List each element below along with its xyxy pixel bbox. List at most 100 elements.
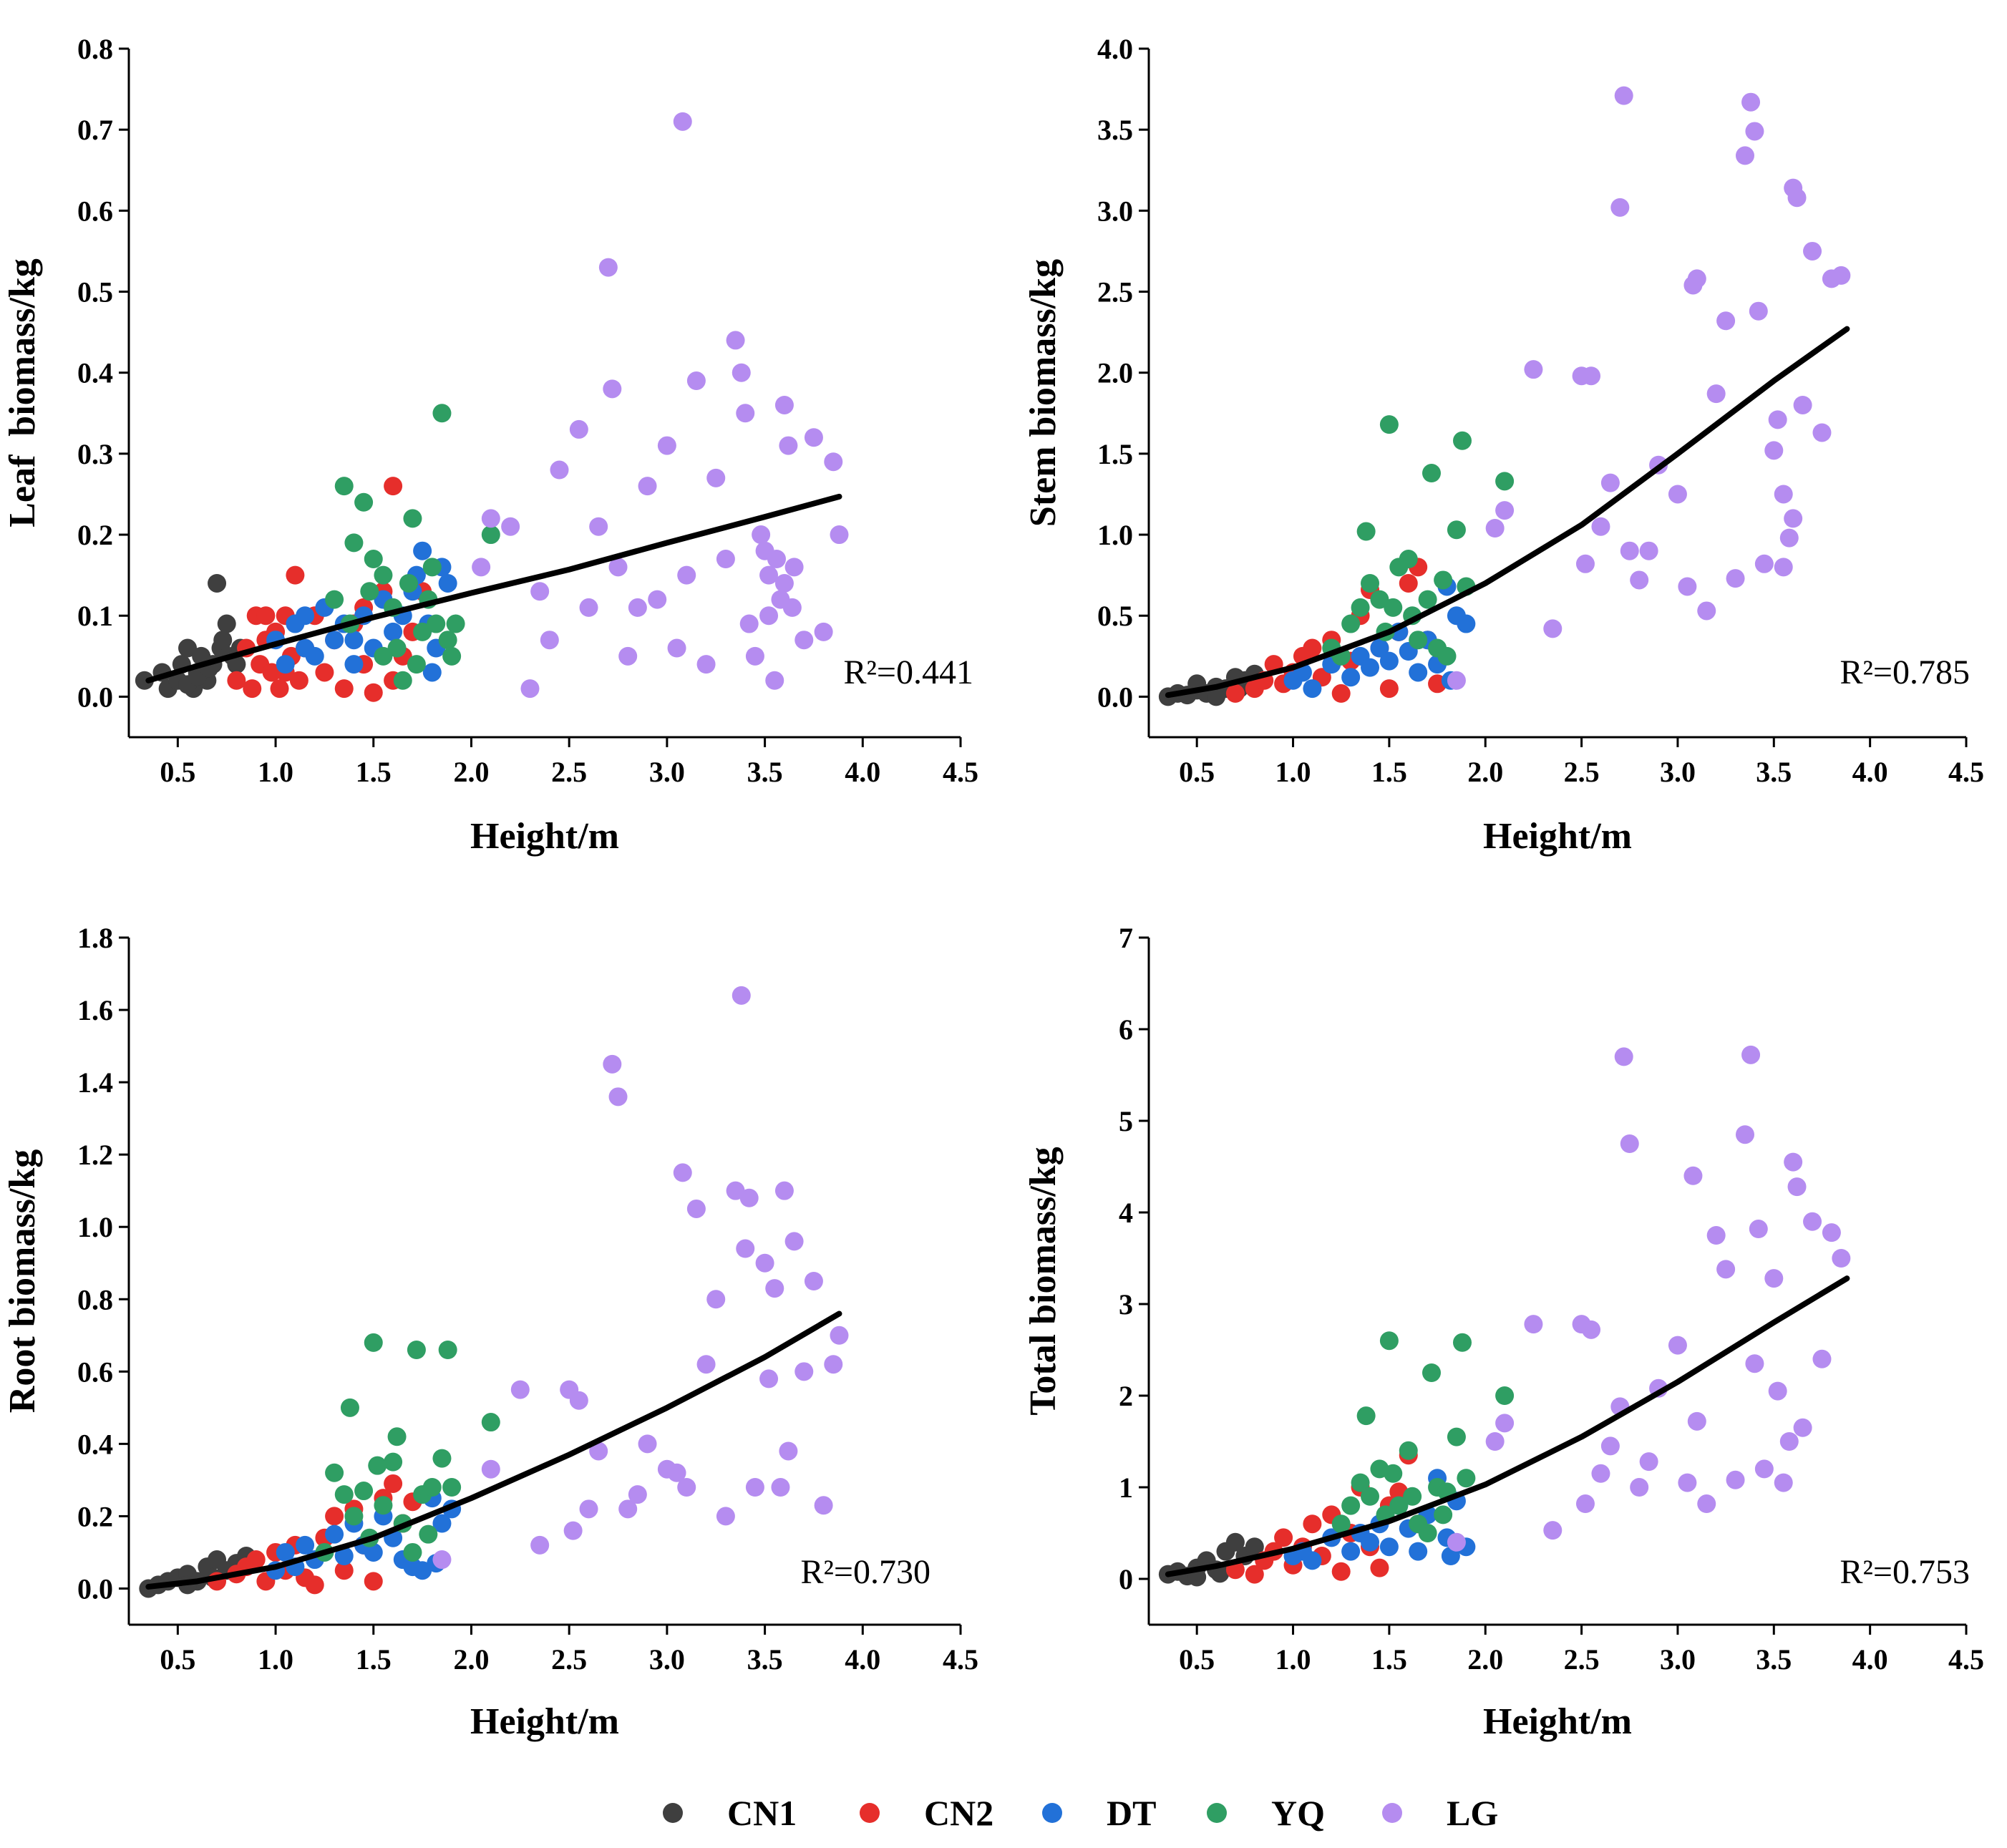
data-point-dt [432, 1514, 452, 1533]
data-point-lg [794, 1362, 814, 1381]
data-point-lg [686, 1199, 706, 1218]
data-point-yq [442, 1478, 462, 1497]
y-tick-label: 0.3 [77, 438, 113, 470]
data-point-dt [1379, 1537, 1399, 1557]
data-point-lg [1726, 1470, 1745, 1489]
total-biomass-panel: 0 1 2 3 4 5 6 7 0.5 1.0 1.5 2.0 2.5 3.0 3.5 4.0 4.5 Heigh… [1023, 922, 1984, 1742]
data-point-lg [794, 631, 814, 650]
x-tick-label: 0.5 [160, 756, 195, 788]
data-point-lg [1793, 1418, 1812, 1437]
data-point-lg [739, 1188, 759, 1207]
data-point-lg [501, 517, 520, 536]
data-point-yq [1351, 598, 1370, 617]
x-tick-label: 4.5 [943, 1643, 978, 1676]
y-tick-label: 0.1 [77, 600, 113, 632]
data-point-lg [1745, 122, 1764, 141]
data-point-lg [1495, 501, 1515, 520]
data-point-dt [1303, 1551, 1322, 1570]
data-point-lg [1485, 519, 1505, 538]
data-point-lg [1749, 1220, 1768, 1239]
data-point-lg [657, 436, 676, 455]
data-point-lg [1706, 384, 1726, 404]
data-point-lg [1591, 1464, 1610, 1483]
data-point-lg [481, 1459, 500, 1479]
data-point-lg [481, 509, 500, 528]
y-axis-title: Total biomass/kg [1023, 1147, 1064, 1415]
data-point-yq [334, 477, 354, 496]
data-point-dt [413, 541, 432, 560]
legend-item-cn2: CN2 [860, 1793, 993, 1833]
data-point-lg [1741, 1045, 1761, 1064]
data-point-lg [814, 622, 833, 641]
data-point-lg [736, 1239, 755, 1258]
data-point-cn2 [1274, 1528, 1293, 1547]
data-point-cn2 [1331, 1562, 1351, 1581]
data-point-dt [344, 631, 364, 650]
data-point-dt [1341, 1542, 1361, 1561]
legend-marker [1042, 1803, 1062, 1823]
data-point-cn2 [334, 1561, 354, 1580]
data-point-lg [1735, 146, 1754, 165]
data-point-yq [354, 1482, 374, 1501]
data-point-yq [360, 582, 379, 601]
y-tick-label: 0.5 [1097, 600, 1133, 632]
y-tick-label: 0.0 [77, 1572, 113, 1605]
data-point-yq [1361, 573, 1380, 593]
data-point-yq [438, 631, 457, 650]
data-point-cn1 [178, 638, 198, 658]
data-point-cn2 [262, 663, 281, 682]
x-axis-title: Height/m [470, 816, 619, 857]
data-point-lg [1678, 1473, 1697, 1492]
data-point-yq [419, 1524, 438, 1544]
y-tick-label: 0 [1119, 1563, 1133, 1595]
y-tick-label: 6 [1119, 1013, 1133, 1046]
fit-curve [1165, 1275, 1850, 1577]
x-tick-label: 3.5 [747, 756, 783, 788]
x-tick-label: 4.5 [1948, 756, 1984, 788]
x-tick-label: 4.0 [1852, 756, 1888, 788]
data-point-lg [638, 1434, 657, 1454]
y-tick-label: 0.6 [77, 1356, 113, 1388]
y-tick-label: 0.2 [77, 1500, 113, 1532]
data-point-lg [1447, 671, 1466, 690]
data-point-yq [1422, 1363, 1441, 1382]
data-point-lg [530, 582, 550, 601]
data-point-cn2 [286, 565, 305, 585]
data-point-cn2 [384, 1474, 403, 1493]
data-point-yq [1403, 1487, 1422, 1506]
x-tick-label: 2.5 [1564, 756, 1600, 788]
data-point-yq [374, 1496, 393, 1515]
data-point-yq [403, 1542, 422, 1562]
data-point-cn2 [384, 477, 403, 496]
data-point-lg [765, 671, 784, 690]
data-point-cn2 [1370, 1558, 1389, 1577]
data-point-lg [830, 525, 849, 545]
y-tick-label: 1.2 [77, 1139, 113, 1171]
legend-label: YQ [1271, 1793, 1325, 1833]
data-point-yq [344, 1507, 364, 1526]
legend-label: DT [1107, 1793, 1156, 1833]
y-tick-label: 0.4 [77, 1428, 113, 1460]
data-point-lg [1543, 1521, 1563, 1540]
data-point-lg [1600, 1436, 1620, 1456]
data-point-cn2 [1399, 573, 1418, 593]
x-tick-label: 3.0 [649, 756, 685, 788]
data-point-cn2 [1331, 684, 1351, 703]
data-point-lg [1764, 1269, 1784, 1288]
series-cn2 [227, 477, 432, 702]
data-point-lg [1575, 554, 1595, 573]
data-point-lg [814, 1496, 833, 1515]
y-tick-label: 3.5 [1097, 114, 1133, 146]
data-point-lg [1610, 198, 1630, 217]
y-tick-label: 5 [1119, 1105, 1133, 1137]
y-tick-label: 0.8 [77, 33, 113, 65]
data-point-lg [1524, 360, 1543, 379]
data-point-yq [1351, 1473, 1370, 1492]
data-point-yq [1447, 1427, 1466, 1446]
data-point-lg [1716, 311, 1736, 331]
data-point-lg [759, 565, 779, 585]
data-point-lg [618, 646, 638, 666]
data-point-lg [752, 525, 771, 545]
data-point-lg [667, 638, 686, 658]
